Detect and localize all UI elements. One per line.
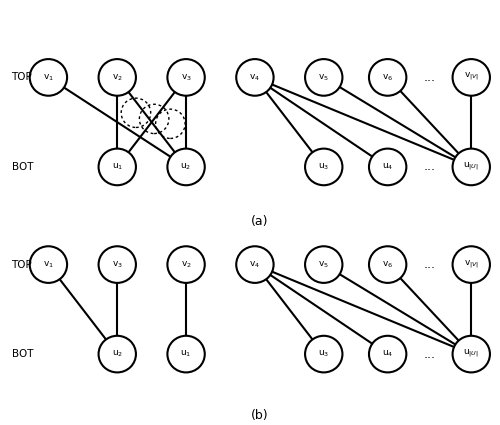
Text: v$_2$: v$_2$ (180, 259, 192, 270)
Text: u$_4$: u$_4$ (382, 162, 394, 172)
Text: ...: ... (424, 71, 436, 84)
Text: u$_4$: u$_4$ (382, 349, 394, 360)
Text: u$_1$: u$_1$ (112, 162, 123, 172)
Text: (b): (b) (251, 408, 268, 422)
Text: TOP: TOP (12, 260, 32, 269)
Ellipse shape (305, 336, 343, 372)
Text: v$_6$: v$_6$ (382, 259, 393, 270)
Ellipse shape (452, 149, 490, 185)
Ellipse shape (369, 336, 406, 372)
Ellipse shape (98, 246, 136, 283)
Ellipse shape (168, 59, 205, 96)
Text: BOT: BOT (12, 349, 33, 359)
Text: u$_1$: u$_1$ (180, 349, 192, 360)
Ellipse shape (305, 246, 343, 283)
Ellipse shape (305, 149, 343, 185)
Text: v$_4$: v$_4$ (250, 72, 260, 82)
Ellipse shape (168, 336, 205, 372)
Ellipse shape (369, 149, 406, 185)
Text: u$_2$: u$_2$ (180, 162, 192, 172)
Ellipse shape (30, 59, 67, 96)
Ellipse shape (369, 246, 406, 283)
Text: BOT: BOT (12, 162, 33, 172)
Text: TOP: TOP (12, 72, 32, 82)
Text: v$_5$: v$_5$ (318, 72, 329, 82)
Text: u$_{|U|}$: u$_{|U|}$ (464, 348, 479, 360)
Ellipse shape (236, 59, 274, 96)
Ellipse shape (452, 336, 490, 372)
Text: v$_3$: v$_3$ (180, 72, 192, 82)
Text: v$_2$: v$_2$ (112, 72, 122, 82)
Ellipse shape (98, 59, 136, 96)
Text: v$_{|V|}$: v$_{|V|}$ (464, 258, 479, 271)
Text: v$_{|V|}$: v$_{|V|}$ (464, 71, 479, 83)
Ellipse shape (452, 59, 490, 96)
Text: u$_{|U|}$: u$_{|U|}$ (464, 161, 479, 173)
Text: v$_1$: v$_1$ (43, 259, 54, 270)
Text: u$_3$: u$_3$ (318, 162, 330, 172)
Text: v$_5$: v$_5$ (318, 259, 329, 270)
Ellipse shape (98, 336, 136, 372)
Text: ...: ... (424, 258, 436, 271)
Text: u$_2$: u$_2$ (112, 349, 123, 360)
Ellipse shape (236, 246, 274, 283)
Ellipse shape (98, 149, 136, 185)
Ellipse shape (168, 149, 205, 185)
Text: ...: ... (424, 348, 436, 360)
Text: u$_3$: u$_3$ (318, 349, 330, 360)
Ellipse shape (30, 246, 67, 283)
Text: v$_6$: v$_6$ (382, 72, 393, 82)
Text: ...: ... (424, 160, 436, 173)
Ellipse shape (168, 246, 205, 283)
Ellipse shape (369, 59, 406, 96)
Text: v$_3$: v$_3$ (112, 259, 122, 270)
Ellipse shape (305, 59, 343, 96)
Text: v$_1$: v$_1$ (43, 72, 54, 82)
Text: (a): (a) (251, 215, 268, 228)
Ellipse shape (452, 246, 490, 283)
Text: v$_4$: v$_4$ (250, 259, 260, 270)
